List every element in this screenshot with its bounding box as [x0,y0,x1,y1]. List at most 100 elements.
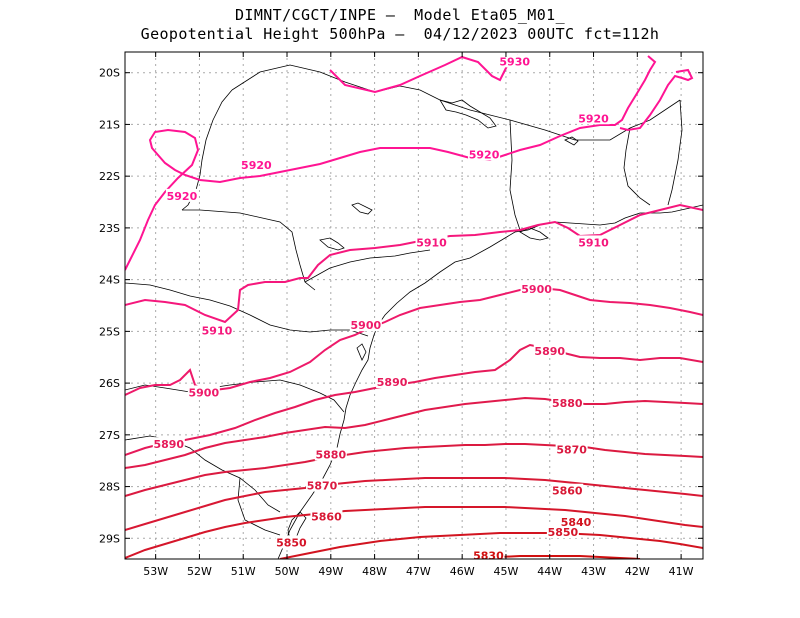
lon-tick-label: 44W [537,565,562,578]
contour-label: 5860 [311,511,342,524]
lon-tick-label: 46W [450,565,475,578]
lon-tick-label: 51W [231,565,256,578]
contour-labels: 5930 5920 5920 5920 5920 5910 5910 5910 5900 5900… [152,54,610,562]
contour-label-bg [310,509,343,523]
contour-label: 5920 [241,159,272,172]
contour-label-bg [546,525,579,539]
contour-label: 5860 [552,485,583,498]
contour-label: 5910 [416,236,447,249]
contour-label: 5880 [552,397,583,410]
contour-5880 [125,396,703,469]
reservoir-1 [439,99,497,129]
contour-5930-east [125,55,657,271]
lat-tick-label: 23S [99,222,120,235]
contour-label: 5920 [578,112,609,125]
contour-label: 5920 [469,148,500,161]
border-mg-rj [439,99,681,141]
lon-tick-label: 50W [275,565,300,578]
contour-label: 5920 [167,190,198,203]
contour-lines [125,54,703,559]
contour-label-bg [314,447,347,461]
axis-ticks: 20S 21S 22S 23S 24S 25S 26S 27S 28S 29S 53W 52W 51W 5… [99,52,703,578]
border-uy [237,477,281,536]
chart-title-line-2: Geopotential Height 500hPa – 04/12/2023 … [140,25,660,43]
lon-tick-label: 43W [581,565,606,578]
contour-label-bg [577,111,610,125]
contour-label-bg [520,281,553,295]
contour-label: 5910 [202,324,233,337]
contour-label-bg [165,188,198,202]
contour-label-bg [187,385,220,399]
contour-label-bg [275,535,308,549]
contour-5830 [479,555,641,559]
contour-label-bg [415,235,448,249]
lon-tick-label: 49W [318,565,343,578]
contour-label-bg [306,478,339,492]
lat-tick-label: 22S [99,170,120,183]
contour-label-bg [555,442,588,456]
contour-5840 [279,532,703,559]
border-mg-east [623,127,651,206]
lat-tick-label: 29S [99,532,120,545]
contour-label-bg [498,54,531,68]
border-mg-sp [231,64,441,101]
lon-tick-label: 52W [187,565,212,578]
reservoir-3 [319,237,345,251]
reservoir-2 [351,202,373,215]
chart-title-line-1: DIMNT/CGCT/INPE – Model Eta05_M01_ [234,6,566,24]
contour-5900 [125,286,703,396]
lat-tick-label: 25S [99,325,120,338]
contour-label: 5850 [548,526,579,539]
contour-label-bg [577,235,610,249]
contour-label: 5900 [189,386,220,399]
contour-label: 5850 [276,536,307,549]
border-es [667,99,683,206]
contour-5910 [125,203,703,324]
lat-tick-label: 24S [99,274,120,287]
plot-frame [124,51,704,560]
contour-5920-east-loop [619,68,694,132]
border-ms [182,209,316,291]
contour-label: 5870 [556,443,587,456]
lat-tick-label: 26S [99,377,120,390]
coastline-borders [125,64,703,559]
contour-label: 5910 [578,236,609,249]
contour-label-bg [472,548,505,559]
contour-label-bg [349,318,382,332]
contour-label: 5840 [561,516,592,529]
contour-5860 [125,477,703,531]
contour-label-bg [152,437,185,451]
lon-tick-label: 53W [143,565,168,578]
reservoir-4 [564,136,579,146]
contour-label: 5870 [307,480,338,493]
lat-tick-label: 28S [99,481,120,494]
contour-label: 5830 [473,549,504,562]
contour-label: 5930 [499,55,530,68]
lat-tick-label: 20S [99,67,120,80]
contour-label: 5880 [315,449,346,462]
lon-tick-label: 41W [669,565,694,578]
contour-label: 5900 [351,319,382,332]
contour-label-bg [200,323,233,337]
contour-5890 [125,343,703,456]
contour-label-bg [468,147,501,161]
contour-label: 5890 [153,438,184,451]
border-sp-pr [304,249,431,283]
contour-5870 [125,443,703,497]
lon-tick-label: 47W [406,565,431,578]
lat-lon-grid [125,52,703,559]
border-pr-sc [125,282,369,337]
lon-tick-label: 48W [362,565,387,578]
contour-label: 5890 [534,345,565,358]
contour-label-bg [551,483,584,497]
contour-label-bg [240,157,273,171]
lon-tick-label: 45W [494,565,519,578]
contour-label-bg [376,375,409,389]
lon-tick-label: 42W [625,565,650,578]
lat-tick-label: 21S [99,118,120,131]
contour-label-bg [560,514,593,528]
lat-tick-label: 27S [99,429,120,442]
contour-5850 [125,506,703,559]
coastline [277,204,703,559]
